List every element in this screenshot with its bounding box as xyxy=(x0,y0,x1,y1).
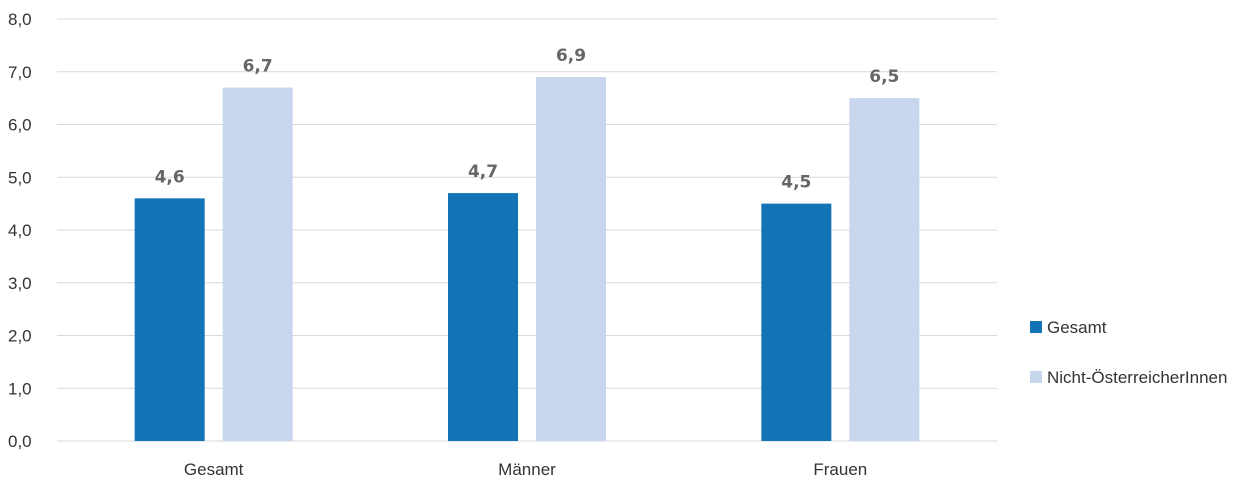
x-category-label: Männer xyxy=(498,460,556,479)
legend: Gesamt Nicht-ÖsterreicherInnen xyxy=(1030,318,1227,387)
bar-m-nner-series-0 xyxy=(448,193,518,441)
data-label: 6,9 xyxy=(556,46,586,66)
bar-m-nner-series-1 xyxy=(536,77,606,442)
bar-gesamt-series-1 xyxy=(222,87,293,441)
y-tick-label: 1,0 xyxy=(8,379,32,398)
legend-swatch-1 xyxy=(1030,371,1042,383)
bar-frauen-series-0 xyxy=(761,203,832,441)
bar-gesamt-series-0 xyxy=(134,198,205,441)
y-tick-label: 0,0 xyxy=(8,432,32,451)
y-tick-label: 4,0 xyxy=(8,221,32,240)
gridlines xyxy=(57,18,997,442)
x-axis: Gesamt Männer Frauen xyxy=(184,460,867,479)
data-label: 6,5 xyxy=(869,67,899,87)
data-label: 6,7 xyxy=(243,57,273,77)
legend-label: Gesamt xyxy=(1047,318,1107,337)
y-tick-label: 7,0 xyxy=(8,63,32,82)
y-axis: 0,0 1,0 2,0 3,0 4,0 5,0 6,0 7,0 8,0 xyxy=(8,10,32,451)
y-tick-label: 3,0 xyxy=(8,274,32,293)
y-tick-label: 5,0 xyxy=(8,168,32,187)
legend-swatch-0 xyxy=(1030,321,1042,333)
y-tick-label: 8,0 xyxy=(8,10,32,29)
y-tick-label: 2,0 xyxy=(8,327,32,346)
data-label: 4,7 xyxy=(468,162,498,182)
x-category-label: Frauen xyxy=(813,460,867,479)
legend-label: Nicht-ÖsterreicherInnen xyxy=(1047,368,1227,387)
y-tick-label: 6,0 xyxy=(8,116,32,135)
bar-frauen-series-1 xyxy=(849,98,920,441)
data-label: 4,6 xyxy=(155,167,185,187)
x-category-label: Gesamt xyxy=(184,460,244,479)
data-label: 4,5 xyxy=(781,173,811,193)
bars: 4,6 6,7 4,7 6,9 4,5 6,5 xyxy=(134,46,920,442)
